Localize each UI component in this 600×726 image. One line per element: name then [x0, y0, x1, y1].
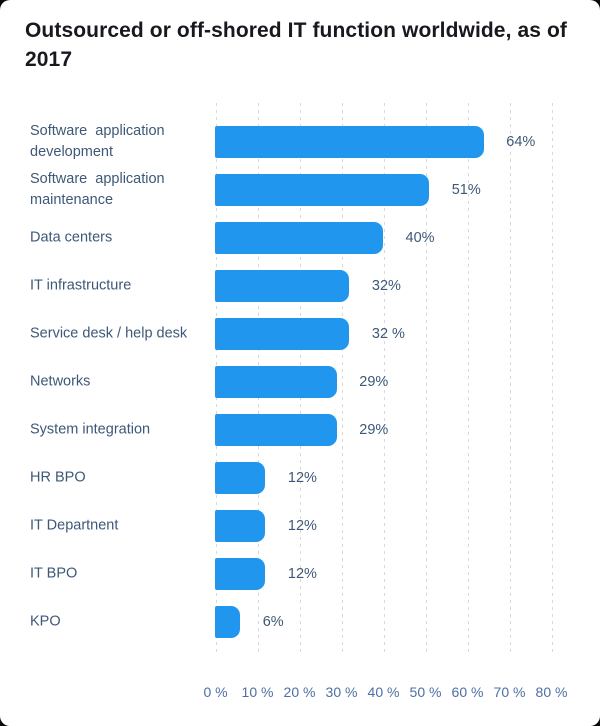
x-tick-label: 0 %: [203, 684, 228, 700]
x-tick-label: 60 %: [451, 684, 484, 700]
category-label: Service desk / help desk: [30, 325, 188, 342]
value-label: 32%: [371, 278, 401, 294]
gridline: [467, 103, 469, 652]
x-tick-label: 50 %: [409, 684, 442, 700]
value-label: 51%: [451, 182, 481, 198]
category-label: KPO: [30, 613, 61, 630]
gridline: [341, 103, 343, 652]
value-label: 29%: [359, 422, 389, 438]
x-tick-label: 10 %: [241, 684, 274, 700]
bar: [215, 318, 350, 350]
category-label: Software application development: [30, 123, 169, 160]
category-label: IT BPO: [30, 565, 78, 582]
x-tick-label: 80 %: [535, 684, 568, 700]
chart-title: Outsourced or off-shored IT function wor…: [25, 19, 567, 71]
x-tick-label: 40 %: [367, 684, 400, 700]
x-tick-label: 30 %: [325, 684, 358, 700]
x-tick-label: 70 %: [493, 684, 526, 700]
gridline: [425, 103, 427, 652]
value-label: 32 %: [371, 326, 405, 342]
bar: [215, 558, 266, 590]
category-label: IT Departnent: [30, 517, 119, 534]
value-label: 12%: [287, 566, 317, 582]
value-label: 6%: [262, 614, 284, 630]
bar: [215, 222, 383, 254]
value-label: 12%: [287, 470, 317, 486]
bar: [215, 606, 241, 638]
category-label: System integration: [30, 421, 151, 438]
gridline: [509, 103, 511, 652]
bar: [215, 126, 484, 158]
category-label: HR BPO: [30, 469, 86, 486]
bar: [215, 174, 430, 206]
category-label: IT infrastructure: [30, 277, 132, 294]
value-label: 40%: [405, 230, 435, 246]
bar: [215, 414, 337, 446]
category-label: Software application maintenance: [30, 171, 169, 208]
value-label: 29%: [359, 374, 389, 390]
bar: [215, 270, 350, 302]
gridline: [383, 103, 385, 652]
gridline: [551, 103, 553, 652]
category-label: Data centers: [30, 229, 113, 246]
x-tick-label: 20 %: [283, 684, 316, 700]
category-label: Networks: [30, 373, 91, 390]
bar: [215, 462, 266, 494]
value-label: 12%: [287, 518, 317, 534]
value-label: 64%: [506, 134, 536, 150]
bar: [215, 366, 337, 398]
bar: [215, 510, 266, 542]
